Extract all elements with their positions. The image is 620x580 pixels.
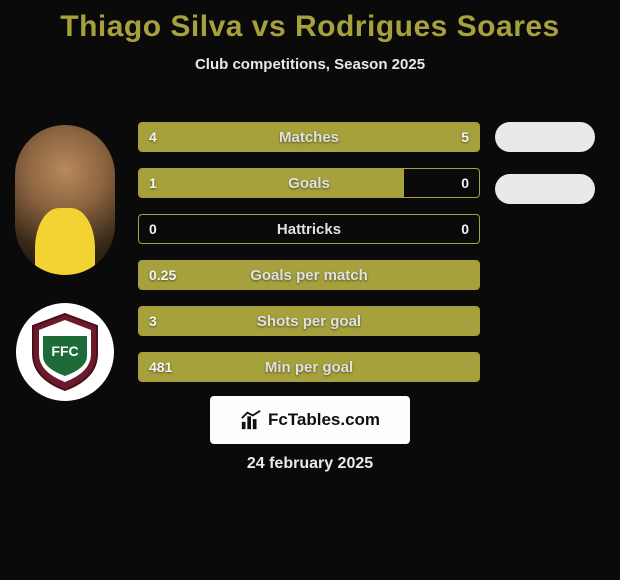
stat-label: Min per goal (139, 353, 479, 381)
stat-value-right: 0 (461, 169, 469, 197)
stat-row-shots-per-goal: 3 Shots per goal (138, 306, 480, 336)
player-right-column (490, 122, 600, 226)
stat-value-right: 5 (461, 123, 469, 151)
stat-bars: 4 Matches 5 1 Goals 0 0 Hattricks 0 0.25… (138, 122, 480, 398)
stat-row-goals: 1 Goals 0 (138, 168, 480, 198)
player-right-photo-placeholder (495, 122, 595, 152)
stat-row-min-per-goal: 481 Min per goal (138, 352, 480, 382)
player-left-column: FFC (10, 125, 120, 401)
source-brand-text: FcTables.com (268, 410, 380, 430)
stat-label: Matches (139, 123, 479, 151)
player-left-photo (15, 125, 115, 275)
svg-text:FFC: FFC (51, 343, 78, 359)
player-left-club-badge: FFC (16, 303, 114, 401)
stat-row-hattricks: 0 Hattricks 0 (138, 214, 480, 244)
stat-label: Goals per match (139, 261, 479, 289)
stat-label: Goals (139, 169, 479, 197)
stat-value-right: 0 (461, 215, 469, 243)
club-crest-icon: FFC (29, 312, 101, 392)
chart-icon (240, 409, 262, 431)
stat-row-goals-per-match: 0.25 Goals per match (138, 260, 480, 290)
stat-label: Hattricks (139, 215, 479, 243)
comparison-subtitle: Club competitions, Season 2025 (0, 56, 620, 73)
source-badge: FcTables.com (210, 396, 410, 444)
player-right-club-placeholder (495, 174, 595, 204)
snapshot-date: 24 february 2025 (0, 455, 620, 473)
comparison-title: Thiago Silva vs Rodrigues Soares (0, 0, 620, 44)
stat-label: Shots per goal (139, 307, 479, 335)
stat-row-matches: 4 Matches 5 (138, 122, 480, 152)
